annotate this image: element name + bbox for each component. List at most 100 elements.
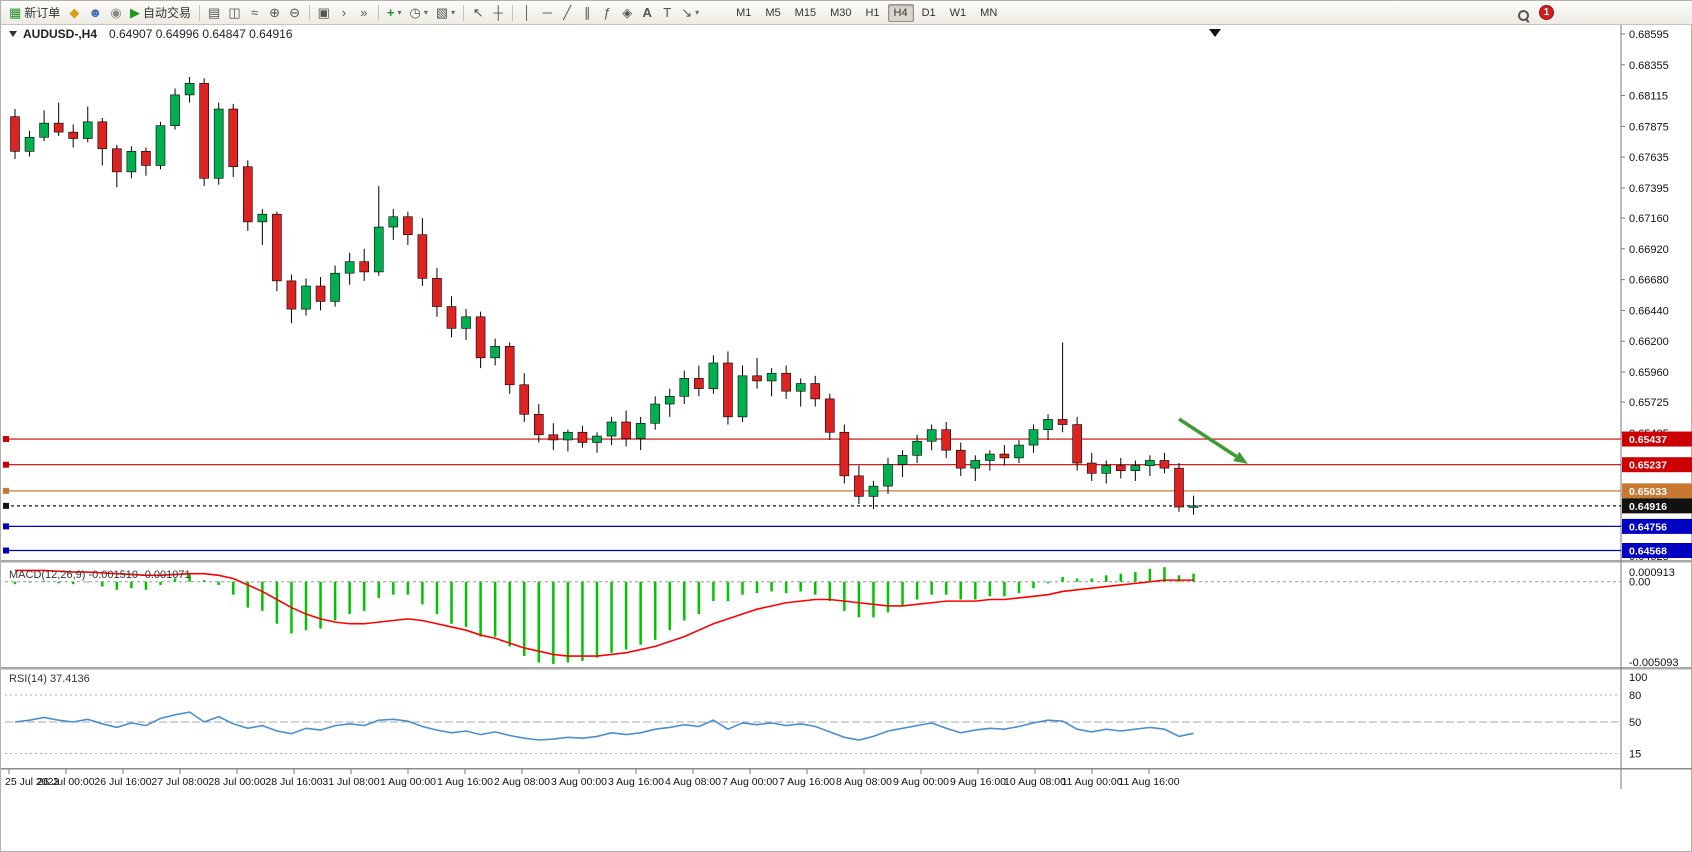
svg-text:0.67635: 0.67635 [1629, 152, 1669, 164]
trend-arrow-object[interactable] [1178, 417, 1248, 464]
cursor-button[interactable]: ↖ [468, 3, 488, 23]
hline-handle[interactable] [3, 502, 9, 509]
timeframe-button-H4[interactable]: H4 [887, 3, 914, 22]
zoom-in-icon: ⊕ [269, 5, 281, 20]
timeframe-button-M30[interactable]: M30 [830, 6, 852, 19]
svg-text:80: 80 [1629, 690, 1641, 702]
svg-text:0.67875: 0.67875 [1629, 121, 1669, 133]
templates-button[interactable]: ▧ ▾ [432, 3, 459, 23]
line-chart-button[interactable]: ≈ [245, 3, 265, 23]
svg-text:RSI(14) 37.4136: RSI(14) 37.4136 [9, 673, 90, 685]
auto-trading-button[interactable]: ▶ 自动交易 [126, 3, 195, 23]
auto-scroll-icon: › [341, 5, 347, 20]
hline-handle[interactable] [3, 523, 9, 530]
hline-handle[interactable] [3, 547, 9, 554]
svg-text:2 Aug 08:00: 2 Aug 08:00 [494, 776, 550, 788]
timeframe-button-H1[interactable]: H1 [865, 6, 880, 19]
templates-caret-icon: ▾ [451, 8, 456, 17]
arrows-caret-icon: ▾ [695, 8, 700, 17]
bar-chart-button[interactable]: ▤ [204, 3, 224, 23]
collapse-triangle-icon[interactable] [9, 31, 17, 37]
search-button[interactable] [1513, 5, 1534, 25]
toolbar-separator [199, 4, 201, 21]
text-button[interactable]: A [637, 3, 657, 23]
toolbar: ▦ 新订单 ◆ ☻ ◉ ▶ 自动交易 ▤ ◫ ≈ ⊕ ⊖ ▣ › » + ▾ [1, 1, 1692, 25]
svg-text:0.68355: 0.68355 [1629, 60, 1669, 72]
timeframe-button-M5[interactable]: M5 [765, 6, 781, 19]
svg-text:4 Aug 08:00: 4 Aug 08:00 [665, 776, 721, 788]
new-order-icon: ▦ [9, 5, 22, 20]
price-tag [1622, 483, 1692, 499]
svg-text:28 Jul 00:00: 28 Jul 00:00 [208, 776, 265, 788]
arrows-button[interactable]: ↘ ▾ [677, 3, 703, 23]
svg-text:MACD(12,26,9) -0.001510 -0.001: MACD(12,26,9) -0.001510 -0.001071 [9, 569, 191, 581]
text-label-button[interactable]: T [657, 3, 677, 23]
chart-shift-icon: » [360, 5, 368, 20]
svg-text:0.68595: 0.68595 [1629, 29, 1669, 41]
profile-button[interactable]: ☻ [84, 3, 106, 23]
pane-separator[interactable] [1, 667, 1692, 670]
objects-button[interactable]: ◈ [617, 3, 637, 23]
trendline-icon: ╱ [563, 5, 572, 20]
timeframe-button-W1[interactable]: W1 [949, 6, 967, 19]
pane-separator[interactable] [1, 560, 1692, 563]
svg-text:3 Aug 16:00: 3 Aug 16:00 [608, 776, 664, 788]
svg-text:0.66680: 0.66680 [1629, 275, 1669, 287]
candlestick-chart-button[interactable]: ◫ [224, 3, 244, 23]
horizontal-line-button[interactable]: ─ [537, 3, 557, 23]
cursor-icon: ↖ [472, 5, 484, 20]
svg-text:0.65237: 0.65237 [1629, 460, 1667, 472]
chart-shift-button[interactable]: » [354, 3, 374, 23]
timeframe-button-M15[interactable]: M15 [794, 6, 817, 19]
clock-icon: ◷ [409, 5, 421, 20]
hline-handle[interactable] [3, 461, 9, 468]
svg-text:1 Aug 00:00: 1 Aug 00:00 [380, 776, 436, 788]
trendline-button[interactable]: ╱ [557, 3, 577, 23]
svg-text:0.64756: 0.64756 [1629, 521, 1667, 533]
shift-marker-icon[interactable] [1209, 29, 1221, 37]
hline-handle[interactable] [3, 487, 9, 494]
auto-trading-icon: ▶ [130, 5, 140, 20]
timeframe-button-D1[interactable]: D1 [921, 6, 936, 19]
vertical-line-icon: │ [523, 5, 532, 20]
svg-text:0.65960: 0.65960 [1629, 367, 1669, 379]
new-order-button[interactable]: ▦ 新订单 [5, 3, 64, 23]
tile-windows-button[interactable]: ▣ [314, 3, 334, 23]
support-button[interactable]: ◉ [106, 3, 126, 23]
svg-text:AUDUSD-,H4: AUDUSD-,H4 [23, 27, 97, 41]
vertical-line-button[interactable]: │ [517, 3, 537, 23]
horizontal-line-icon: ─ [542, 5, 552, 20]
svg-text:0.68115: 0.68115 [1629, 91, 1668, 103]
crosshair-button[interactable]: ┼ [488, 3, 508, 23]
zoom-in-button[interactable]: ⊕ [265, 3, 285, 23]
notification-badge[interactable]: 1 [1539, 5, 1554, 20]
candlestick-chart-icon: ◫ [228, 5, 241, 20]
timeframe-button-MN[interactable]: MN [980, 6, 998, 19]
hline-handle[interactable] [3, 436, 9, 443]
objects-icon: ◈ [622, 5, 633, 20]
svg-text:0.00: 0.00 [1629, 577, 1650, 589]
channel-button[interactable]: ∥ [577, 3, 597, 23]
svg-text:0.65437: 0.65437 [1629, 434, 1667, 446]
timeframe-button-M1[interactable]: M1 [736, 6, 752, 19]
time-axis-line [1, 768, 1692, 770]
svg-text:0.000913: 0.000913 [1629, 567, 1675, 579]
search-icon [1517, 9, 1530, 22]
auto-scroll-button[interactable]: › [334, 3, 354, 23]
price-tag [1622, 543, 1692, 559]
svg-text:28 Jul 16:00: 28 Jul 16:00 [265, 776, 322, 788]
market-watch-button[interactable]: ◆ [64, 3, 84, 23]
periods-button[interactable]: ◷ ▾ [406, 3, 432, 23]
svg-text:15: 15 [1629, 749, 1641, 761]
svg-text:0.65725: 0.65725 [1629, 397, 1669, 409]
indicators-button[interactable]: + ▾ [383, 3, 406, 23]
fibonacci-button[interactable]: ƒ [597, 3, 617, 23]
svg-text:26 Jul 00:00: 26 Jul 00:00 [37, 776, 94, 788]
support-icon: ◉ [110, 5, 122, 20]
svg-text:7 Aug 00:00: 7 Aug 00:00 [722, 776, 778, 788]
zoom-out-button[interactable]: ⊖ [285, 3, 305, 23]
svg-text:0.66920: 0.66920 [1629, 244, 1669, 256]
zoom-out-icon: ⊖ [289, 5, 301, 20]
